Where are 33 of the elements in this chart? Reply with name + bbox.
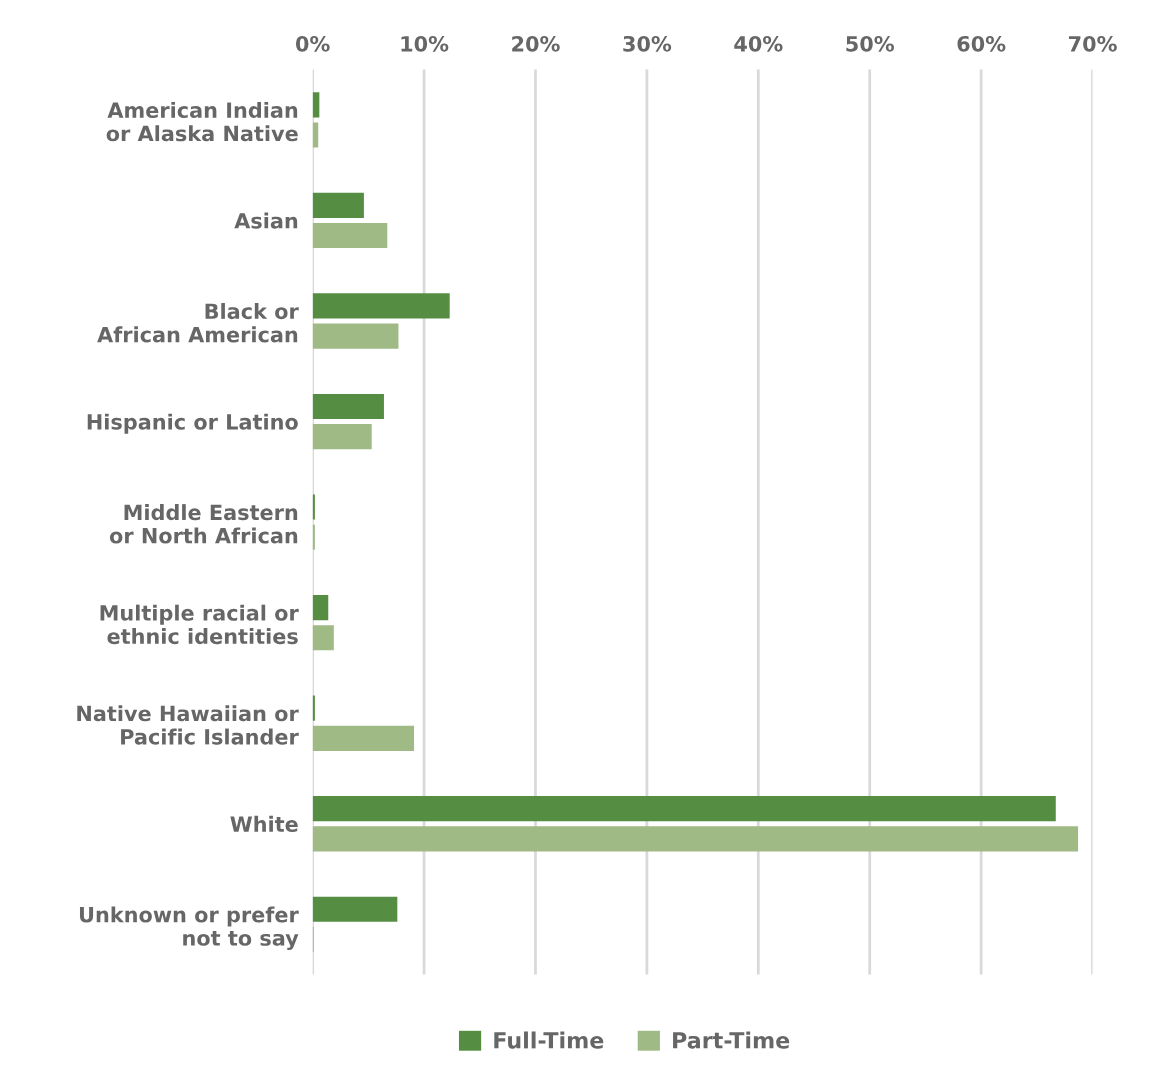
bar xyxy=(312,122,319,148)
x-tick-label: 70% xyxy=(1069,35,1117,52)
legend-label: Part-Time xyxy=(673,1031,790,1049)
x-tick-label: 30% xyxy=(623,35,672,52)
x-tick-label: 20% xyxy=(512,35,560,52)
bar xyxy=(312,595,329,621)
x-tick-label: 40% xyxy=(734,35,783,52)
y-tick-label: Black or African American xyxy=(97,303,299,343)
x-tick-label: 60% xyxy=(957,35,1006,52)
y-tick-label: Hispanic or Latino xyxy=(87,413,298,434)
bar xyxy=(312,896,398,922)
y-tick-label: Asian xyxy=(234,212,298,229)
y-tick-label: White xyxy=(230,815,298,832)
x-tick-label: 10% xyxy=(401,35,449,52)
bar xyxy=(312,323,399,349)
bar xyxy=(312,192,364,218)
y-tick-label: Native Hawaiian or Pacific Islander xyxy=(77,705,299,745)
bar xyxy=(312,293,450,319)
bar xyxy=(312,424,372,450)
legend-label: Full-Time xyxy=(494,1031,604,1049)
bar xyxy=(312,222,388,249)
bar xyxy=(312,725,415,751)
y-tick-label: American Indian or Alaska Native xyxy=(106,101,298,142)
bar xyxy=(312,625,334,651)
x-tick-label: 0% xyxy=(295,35,330,52)
x-tick-label: 50% xyxy=(846,35,894,52)
y-tick-label: Middle Eastern or North African xyxy=(109,504,298,544)
bar xyxy=(312,826,1079,852)
bar xyxy=(312,393,384,420)
bar xyxy=(312,796,1056,822)
bar xyxy=(312,494,315,520)
y-tick-label: Multiple racial or ethnic identities xyxy=(100,604,299,645)
y-tick-label: Unknown or prefer not to say xyxy=(79,906,299,951)
